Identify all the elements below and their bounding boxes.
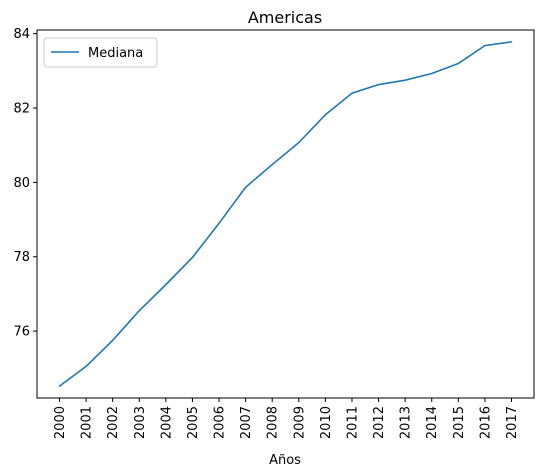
x-tick-label: 2011 bbox=[345, 406, 360, 439]
legend: Mediana bbox=[44, 38, 157, 67]
x-tick-label: 2007 bbox=[239, 406, 254, 439]
x-tick-label: 2016 bbox=[478, 406, 493, 439]
x-tick-label: 2017 bbox=[505, 406, 520, 439]
x-tick-label: 2014 bbox=[425, 406, 440, 439]
x-tick-label: 2012 bbox=[372, 406, 387, 439]
x-tick-label: 2013 bbox=[399, 406, 414, 439]
x-tick-label: 2010 bbox=[319, 406, 334, 439]
x-tick-label: 2009 bbox=[292, 406, 307, 439]
y-tick-label: 78 bbox=[13, 250, 30, 265]
x-tick-label: 2015 bbox=[452, 406, 467, 439]
x-tick-label: 2000 bbox=[53, 406, 68, 439]
x-tick-label: 2004 bbox=[159, 406, 174, 439]
x-axis-label: Años bbox=[269, 453, 301, 468]
plot-frame bbox=[37, 30, 534, 398]
x-tick-label: 2008 bbox=[266, 406, 281, 439]
x-tick-label: 2006 bbox=[213, 406, 228, 439]
y-axis: 76 78 80 82 84 bbox=[13, 27, 37, 339]
legend-label-mediana: Mediana bbox=[88, 46, 143, 61]
x-tick-label: 2003 bbox=[133, 406, 148, 439]
x-tick-label: 2002 bbox=[106, 406, 121, 439]
x-tick-label: 2001 bbox=[80, 406, 95, 439]
x-tick-label: 2005 bbox=[186, 406, 201, 439]
y-tick-label: 82 bbox=[13, 102, 30, 117]
y-tick-label: 84 bbox=[13, 27, 30, 42]
chart-title: Americas bbox=[248, 8, 322, 27]
y-tick-label: 80 bbox=[13, 176, 30, 191]
x-axis: 2000 2001 2002 2003 2004 2005 2006 2007 2008 2009… bbox=[53, 398, 520, 439]
y-tick-label: 76 bbox=[13, 325, 30, 340]
